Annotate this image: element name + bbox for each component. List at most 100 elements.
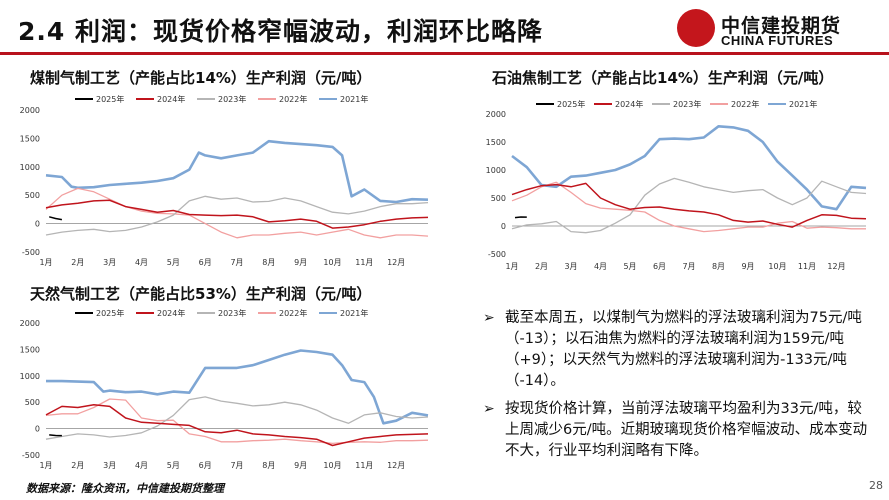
x-tick-label: 9月 (294, 461, 307, 470)
company-logo: 中信建投期货 CHINA FUTURES (677, 9, 877, 49)
x-tick-label: 10月 (768, 262, 786, 271)
x-tick-label: 8月 (262, 258, 275, 267)
x-tick-label: 6月 (653, 262, 666, 271)
page-title: 2.4 利润：现货价格窄幅波动，利润环比略降 (18, 17, 543, 46)
series-line-2024 (45, 199, 429, 229)
y-tick-label: -500 (22, 451, 40, 460)
y-tick-label: 1500 (20, 134, 40, 143)
x-tick-label: 4月 (594, 262, 607, 271)
series-line-2023 (45, 396, 429, 440)
y-tick-label: 500 (25, 191, 40, 200)
title-divider (0, 52, 889, 55)
series-line-2023 (511, 177, 867, 234)
legend-label: 2022年 (279, 94, 307, 104)
bullet-text: 按现货价格计算，当前浮法玻璃平均盈利为33元/吨，较上周减少6元/吨。近期玻璃现… (505, 401, 868, 459)
y-tick-label: -500 (22, 248, 40, 257)
y-tick-label: 0 (35, 425, 40, 434)
x-tick-label: 2月 (71, 461, 84, 470)
x-tick-label: 7月 (230, 461, 243, 470)
x-tick-label: 1月 (39, 461, 52, 470)
data-source: 数据来源：隆众资讯，中信建投期货整理 (26, 482, 224, 495)
x-tick-label: 9月 (741, 262, 754, 271)
series-line-2022 (45, 187, 429, 239)
series-line-2021 (511, 124, 867, 211)
y-tick-label: 2000 (20, 106, 40, 115)
series-line-2024 (45, 404, 429, 447)
legend-label: 2022年 (731, 99, 759, 109)
series-line-2022 (45, 398, 429, 445)
y-tick-label: 500 (25, 398, 40, 407)
series-line-2025 (49, 216, 63, 221)
bullet-text: 截至本周五，以煤制气为燃料的浮法玻璃利润为75元/吨（-13）；以石油焦为燃料的… (505, 310, 862, 389)
series-line-2023 (45, 195, 429, 236)
legend-label: 2025年 (96, 94, 124, 104)
bullet-item: ➢ 按现货价格计算，当前浮法玻璃平均盈利为33元/吨，较上周减少6元/吨。近期玻… (483, 399, 873, 462)
y-tick-label: 0 (501, 222, 506, 231)
legend-label: 2024年 (157, 94, 185, 104)
series-line-2024 (511, 182, 867, 228)
chart-petcoke: 2000 1500 1000 500 0 -500 1月 2月 3月 4月 5月 6月 7月 8月 9月 10… (486, 99, 867, 271)
x-tick-label: 5月 (167, 258, 180, 267)
y-tick-label: 1000 (486, 166, 506, 175)
logo-english-name: CHINA FUTURES (721, 33, 834, 48)
legend-label: 2025年 (96, 308, 124, 318)
x-tick-label: 6月 (199, 461, 212, 470)
x-tick-label: 12月 (387, 258, 405, 267)
legend-label: 2023年 (218, 308, 246, 318)
y-tick-label: 1000 (20, 372, 40, 381)
x-tick-label: 5月 (623, 262, 636, 271)
legend-label: 2022年 (279, 308, 307, 318)
y-tick-label: 1500 (486, 138, 506, 147)
logo-chinese-name: 中信建投期货 (721, 15, 842, 37)
x-tick-label: 2月 (535, 262, 548, 271)
bullet-item: ➢ 截至本周五，以煤制气为燃料的浮法玻璃利润为75元/吨（-13）；以石油焦为燃… (483, 308, 873, 392)
y-tick-label: 2000 (486, 110, 506, 119)
x-tick-label: 7月 (682, 262, 695, 271)
series-line-2025 (514, 216, 527, 219)
y-tick-label: 0 (35, 220, 40, 229)
chart-title-gas: 天然气制工艺（产能占比53%）生产利润（元/吨） (30, 285, 372, 303)
x-tick-label: 11月 (798, 262, 816, 271)
x-tick-label: 12月 (387, 461, 405, 470)
series-line-2022 (511, 181, 866, 233)
x-tick-label: 4月 (135, 258, 148, 267)
x-tick-label: 10月 (323, 258, 341, 267)
legend-label: 2023年 (218, 94, 246, 104)
x-tick-label: 7月 (230, 258, 243, 267)
chart-title-petcoke: 石油焦制工艺（产能占比14%）生产利润（元/吨） (492, 69, 834, 87)
legend-label: 2021年 (340, 308, 368, 318)
x-tick-label: 11月 (355, 461, 373, 470)
x-tick-label: 10月 (323, 461, 341, 470)
x-tick-label: 5月 (167, 461, 180, 470)
y-tick-label: 1500 (20, 345, 40, 354)
chart-title-coal: 煤制气制工艺（产能占比14%）生产利润（元/吨） (30, 69, 372, 87)
x-tick-label: 8月 (262, 461, 275, 470)
legend-label: 2021年 (789, 99, 817, 109)
x-tick-label: 6月 (199, 258, 212, 267)
arrow-bullet-icon: ➢ (483, 310, 495, 326)
legend-label: 2023年 (673, 99, 701, 109)
arrow-bullet-icon: ➢ (483, 401, 495, 417)
y-tick-label: 500 (491, 194, 506, 203)
logo-emblem-icon (677, 9, 715, 47)
x-tick-label: 1月 (505, 262, 518, 271)
x-tick-label: 3月 (103, 461, 116, 470)
x-tick-label: 1月 (39, 258, 52, 267)
x-tick-label: 4月 (135, 461, 148, 470)
x-tick-label: 3月 (564, 262, 577, 271)
y-tick-label: 1000 (20, 163, 40, 172)
series-line-2021 (45, 139, 429, 204)
x-tick-label: 11月 (355, 258, 373, 267)
legend-label: 2024年 (157, 308, 185, 318)
legend-label: 2024年 (615, 99, 643, 109)
title-bar: 2.4 利润：现货价格窄幅波动，利润环比略降 中信建投期货 CHINA FUTU… (0, 0, 889, 64)
x-tick-label: 2月 (71, 258, 84, 267)
series-line-2025 (49, 434, 62, 437)
y-tick-label: -500 (488, 250, 506, 259)
legend-label: 2025年 (557, 99, 585, 109)
legend-label: 2021年 (340, 94, 368, 104)
x-tick-label: 9月 (294, 258, 307, 267)
x-tick-label: 3月 (103, 258, 116, 267)
